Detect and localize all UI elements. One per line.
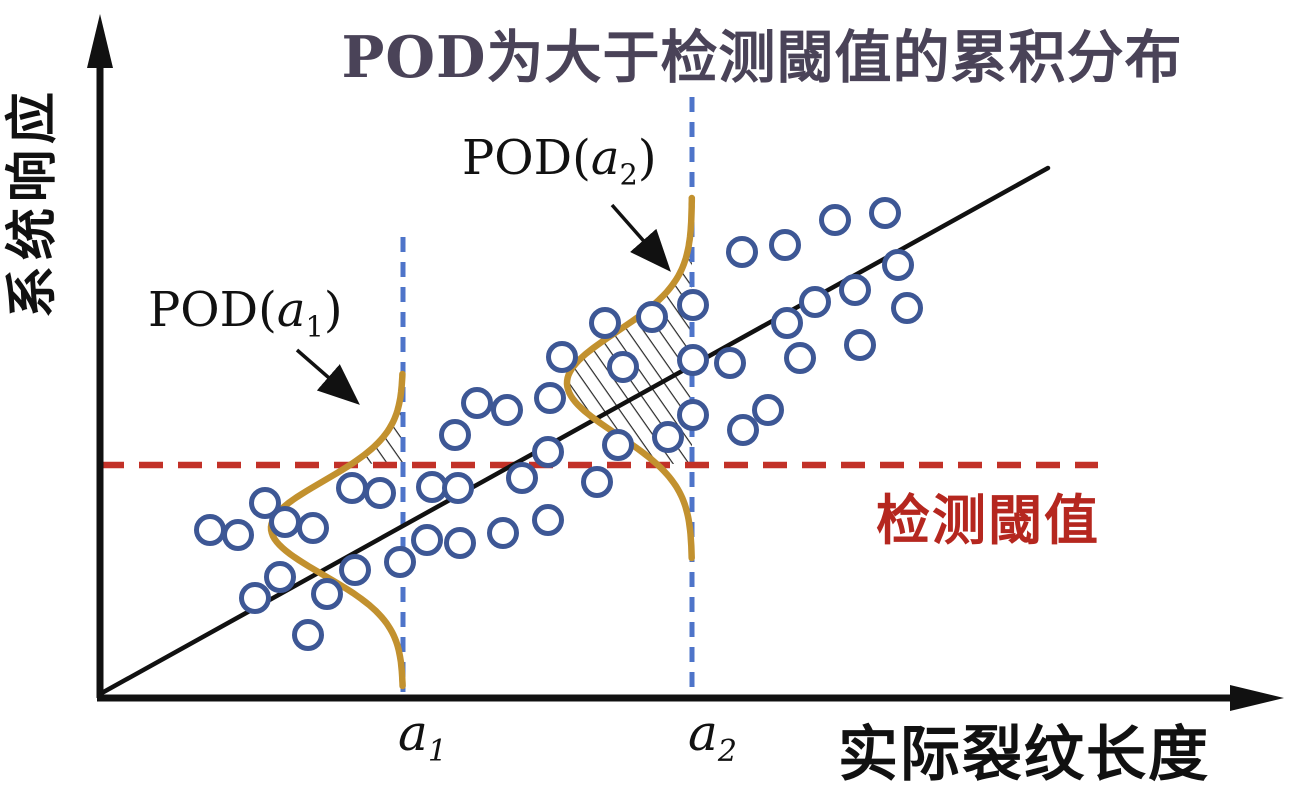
scatter-point: [442, 472, 474, 504]
scatter-point: [461, 387, 493, 419]
pod-a2-suffix: ): [637, 130, 657, 186]
axes: [87, 14, 1284, 711]
scatter-point: [891, 292, 923, 324]
scatter-point: [439, 419, 471, 451]
scatter-point: [532, 436, 564, 468]
pod-curve-a1: [267, 370, 406, 690]
pod-a1-label: POD(a1): [148, 282, 343, 344]
scatter-point: [677, 289, 709, 321]
scatter-point: [506, 462, 538, 494]
tick-a1-sub: 1: [427, 734, 447, 769]
tick-a2-sub: 2: [717, 734, 737, 769]
pod-hatch-area-1: [353, 388, 403, 465]
scatter-point: [269, 506, 301, 538]
scatter-point: [264, 561, 296, 593]
scatter-point: [819, 204, 851, 236]
pod-hatch-area-2: [567, 226, 692, 465]
scatter-point: [532, 504, 564, 536]
pod-gaussian-curves: [267, 194, 696, 690]
scatter-point: [444, 527, 476, 559]
scatter-point: [602, 429, 634, 461]
regression-line: [97, 165, 1051, 697]
scatter-point: [194, 514, 226, 546]
x-tick-a2: a2: [688, 704, 737, 769]
y-axis-label: 系统响应: [2, 86, 63, 319]
scatter-point: [769, 229, 801, 261]
x-axis-label: 实际裂纹长度: [838, 720, 1210, 790]
scatter-point: [364, 477, 396, 509]
regression-line: [97, 165, 1051, 697]
scatter-point: [292, 619, 324, 651]
scatter-point: [784, 342, 816, 374]
scatter-points: [194, 197, 923, 651]
scatter-point: [534, 382, 566, 414]
scatter-point: [771, 307, 803, 339]
scatter-point: [249, 487, 281, 519]
scatter-point: [239, 582, 271, 614]
pod-annotation-arrow-2: [610, 203, 671, 272]
scatter-point: [727, 414, 759, 446]
scatter-point: [714, 347, 746, 379]
scatter-point: [752, 394, 784, 426]
scatter-point: [869, 197, 901, 229]
pod-hatch-areas: [353, 226, 692, 465]
pod-a1-sub: 1: [305, 309, 324, 344]
crack-length-marker-lines: [400, 97, 695, 692]
pod-a2-sub: 2: [619, 157, 638, 192]
scatter-point: [882, 249, 914, 281]
scatter-point: [411, 524, 443, 556]
scatter-point: [336, 472, 368, 504]
tick-a2-var: a: [688, 704, 718, 762]
scatter-point: [607, 351, 639, 383]
x-axis-arrowhead: [1230, 685, 1284, 711]
scatter-point: [677, 399, 709, 431]
scatter-point: [677, 344, 709, 376]
pod-a1-prefix: POD(: [148, 282, 277, 338]
scatter-point: [416, 471, 448, 503]
pod-annotation-arrow-1: [295, 348, 360, 405]
scatter-point: [487, 517, 519, 549]
scatter-point: [581, 466, 613, 498]
scatter-point: [546, 341, 578, 373]
scatter-point: [589, 307, 621, 339]
scatter-point: [652, 421, 684, 453]
scatter-point: [222, 519, 254, 551]
pod-curve-a2: [563, 194, 696, 562]
pod-a1-var: a: [276, 282, 306, 338]
scatter-point: [636, 301, 668, 333]
tick-a1-var: a: [398, 704, 428, 762]
pod-a1-suffix: ): [323, 282, 343, 338]
scatter-point: [384, 546, 416, 578]
figure-title: POD为大于检测閾值的累积分布: [341, 24, 1183, 91]
pod-a2-var: a: [590, 130, 620, 186]
y-axis-arrowhead: [87, 14, 113, 68]
scatter-point: [839, 274, 871, 306]
scatter-point: [311, 578, 343, 610]
annotation-arrows: [295, 203, 671, 405]
pod-a2-label: POD(a2): [462, 130, 657, 192]
detection-threshold-label: 检测閾值: [876, 488, 1100, 552]
scatter-point: [491, 394, 523, 426]
scatter-point: [799, 286, 831, 318]
scatter-point: [844, 329, 876, 361]
scatter-point: [339, 554, 371, 586]
scatter-point: [297, 512, 329, 544]
scatter-point: [726, 236, 758, 268]
pod-a2-prefix: POD(: [462, 130, 591, 186]
x-tick-a1: a1: [398, 704, 447, 769]
